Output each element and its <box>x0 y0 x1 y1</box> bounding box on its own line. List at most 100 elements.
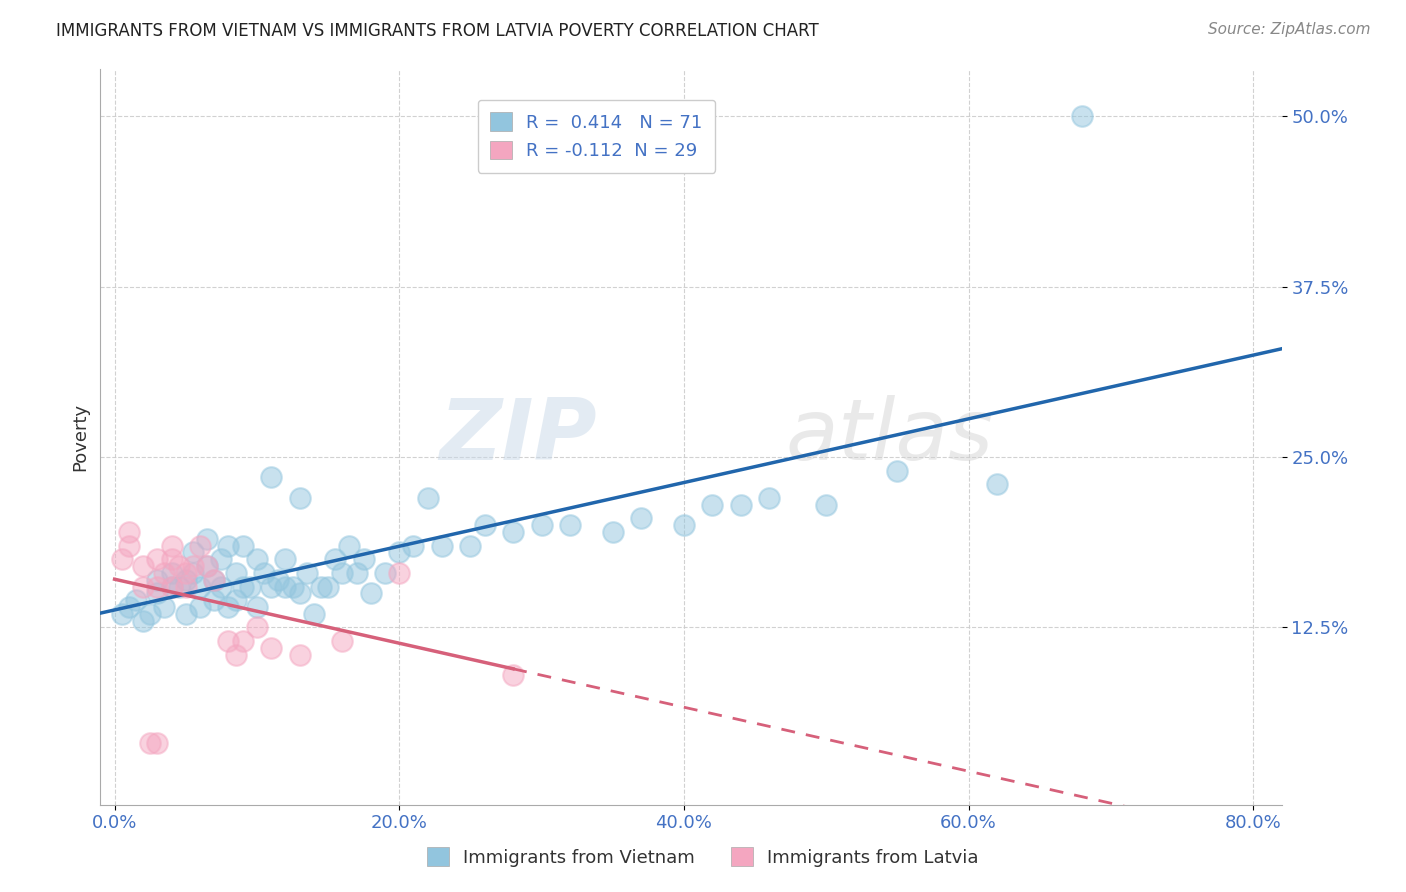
Point <box>160 539 183 553</box>
Point <box>416 491 439 505</box>
Point <box>174 573 197 587</box>
Point <box>346 566 368 580</box>
Point <box>388 545 411 559</box>
Legend: Immigrants from Vietnam, Immigrants from Latvia: Immigrants from Vietnam, Immigrants from… <box>420 840 986 874</box>
Text: ZIP: ZIP <box>439 395 596 478</box>
Point <box>132 559 155 574</box>
Point <box>225 566 247 580</box>
Point <box>132 614 155 628</box>
Point <box>174 566 197 580</box>
Point <box>630 511 652 525</box>
Point <box>232 539 254 553</box>
Point <box>217 599 239 614</box>
Point <box>202 593 225 607</box>
Point <box>146 573 169 587</box>
Point <box>232 634 254 648</box>
Point <box>167 559 190 574</box>
Point <box>132 580 155 594</box>
Point <box>288 491 311 505</box>
Point <box>195 532 218 546</box>
Point <box>288 586 311 600</box>
Point <box>730 498 752 512</box>
Point <box>260 640 283 655</box>
Point <box>195 559 218 574</box>
Point <box>274 552 297 566</box>
Point <box>502 524 524 539</box>
Point <box>430 539 453 553</box>
Point <box>188 580 211 594</box>
Point <box>217 634 239 648</box>
Point <box>474 518 496 533</box>
Point <box>339 539 361 553</box>
Point <box>602 524 624 539</box>
Point <box>217 539 239 553</box>
Point <box>353 552 375 566</box>
Point <box>139 607 162 621</box>
Point <box>302 607 325 621</box>
Point <box>374 566 396 580</box>
Y-axis label: Poverty: Poverty <box>72 402 89 471</box>
Point <box>309 580 332 594</box>
Point <box>118 539 141 553</box>
Point <box>316 580 339 594</box>
Point <box>202 573 225 587</box>
Point <box>160 552 183 566</box>
Text: Source: ZipAtlas.com: Source: ZipAtlas.com <box>1208 22 1371 37</box>
Point <box>209 580 232 594</box>
Point <box>146 586 169 600</box>
Point <box>232 580 254 594</box>
Point <box>146 736 169 750</box>
Point <box>188 599 211 614</box>
Point <box>558 518 581 533</box>
Point <box>702 498 724 512</box>
Point <box>118 599 141 614</box>
Text: atlas: atlas <box>786 395 994 478</box>
Point <box>260 580 283 594</box>
Point <box>672 518 695 533</box>
Point <box>225 593 247 607</box>
Point <box>146 580 169 594</box>
Legend: R =  0.414   N = 71, R = -0.112  N = 29: R = 0.414 N = 71, R = -0.112 N = 29 <box>478 100 716 173</box>
Point <box>460 539 482 553</box>
Point <box>174 580 197 594</box>
Point <box>288 648 311 662</box>
Point <box>323 552 346 566</box>
Point <box>360 586 382 600</box>
Text: IMMIGRANTS FROM VIETNAM VS IMMIGRANTS FROM LATVIA POVERTY CORRELATION CHART: IMMIGRANTS FROM VIETNAM VS IMMIGRANTS FR… <box>56 22 818 40</box>
Point <box>260 470 283 484</box>
Point <box>815 498 838 512</box>
Point <box>330 634 353 648</box>
Point <box>195 559 218 574</box>
Point <box>181 559 204 574</box>
Point <box>202 573 225 587</box>
Point <box>295 566 318 580</box>
Point <box>118 524 141 539</box>
Point <box>986 477 1008 491</box>
Point <box>160 580 183 594</box>
Point <box>274 580 297 594</box>
Point <box>153 566 176 580</box>
Point <box>1071 109 1094 123</box>
Point <box>246 552 269 566</box>
Point <box>253 566 276 580</box>
Point <box>139 736 162 750</box>
Point <box>181 545 204 559</box>
Point <box>111 607 134 621</box>
Point <box>111 552 134 566</box>
Point <box>167 580 190 594</box>
Point <box>153 599 176 614</box>
Point <box>330 566 353 580</box>
Point <box>281 580 304 594</box>
Point <box>267 573 290 587</box>
Point <box>388 566 411 580</box>
Point <box>246 620 269 634</box>
Point <box>886 464 908 478</box>
Point <box>125 593 148 607</box>
Point <box>225 648 247 662</box>
Point <box>160 580 183 594</box>
Point <box>181 566 204 580</box>
Point <box>246 599 269 614</box>
Point <box>174 607 197 621</box>
Point <box>402 539 425 553</box>
Point <box>188 539 211 553</box>
